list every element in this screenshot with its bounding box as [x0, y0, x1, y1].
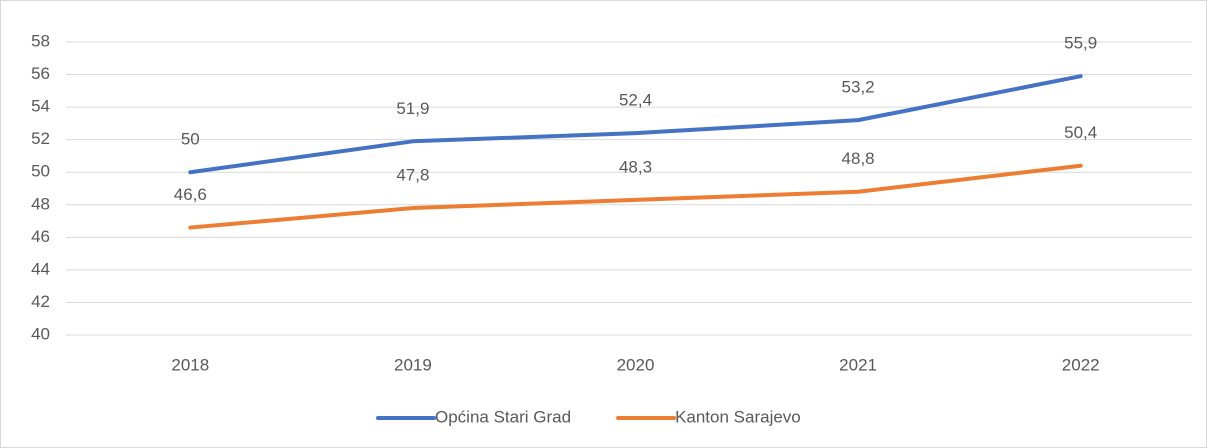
y-tick-label: 46: [31, 227, 50, 246]
x-tick-label: 2021: [839, 355, 877, 374]
y-tick-label: 58: [31, 31, 50, 50]
series-line: [188, 74, 1083, 175]
x-tick-label: 2018: [171, 355, 209, 374]
data-label: 55,9: [1064, 34, 1097, 53]
x-tick-label: 2022: [1062, 355, 1100, 374]
y-tick-label: 48: [31, 194, 50, 213]
data-label: 52,4: [619, 91, 652, 110]
data-label: 50: [181, 130, 200, 149]
y-tick-label: 44: [31, 259, 50, 278]
data-label: 48,8: [842, 149, 875, 168]
data-label: 48,3: [619, 157, 652, 176]
y-tick-label: 52: [31, 129, 50, 148]
y-tick-label: 40: [31, 324, 50, 343]
data-label: 47,8: [396, 166, 429, 185]
y-tick-label: 56: [31, 64, 50, 83]
data-label: 51,9: [396, 99, 429, 118]
data-label: 46,6: [174, 185, 207, 204]
x-tick-label: 2020: [617, 355, 655, 374]
y-tick-label: 50: [31, 162, 50, 181]
x-tick-label: 2019: [394, 355, 432, 374]
legend-label: Kanton Sarajevo: [675, 407, 801, 426]
data-label: 50,4: [1064, 123, 1097, 142]
legend-label: Općina Stari Grad: [435, 407, 571, 426]
y-tick-label: 42: [31, 292, 50, 311]
data-label: 53,2: [842, 78, 875, 97]
y-tick-label: 54: [31, 97, 50, 116]
series-line: [188, 163, 1083, 230]
